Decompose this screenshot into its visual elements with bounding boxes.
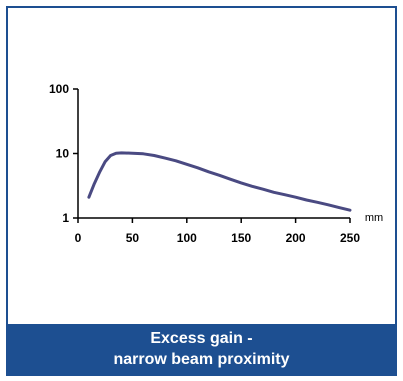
x-axis-unit-label: mm [365,212,383,224]
x-tick-label: 50 [126,231,140,245]
x-tick-label: 200 [286,231,306,245]
x-tick-label: 150 [231,231,251,245]
x-tick-label: 0 [75,231,82,245]
y-tick-label: 1 [62,211,69,225]
caption-line-2: narrow beam proximity [113,351,290,368]
chart-caption: Excess gain - narrow beam proximity [8,324,395,374]
ticks [73,88,351,223]
y-tick-label: 10 [56,147,70,161]
chart-plot: 1 10 100 0 50 100 150 200 250 mm [49,82,383,245]
x-tick-label: 100 [177,231,197,245]
x-tick-label: 250 [340,231,360,245]
tick-labels: 1 10 100 0 50 100 150 200 250 mm [49,82,383,245]
caption-line-1: Excess gain - [150,330,253,347]
series-line-0 [87,151,352,212]
y-tick-label: 100 [49,82,69,96]
chart-frame: 1 10 100 0 50 100 150 200 250 mm Excess gain - na… [6,6,397,376]
series [87,151,352,212]
